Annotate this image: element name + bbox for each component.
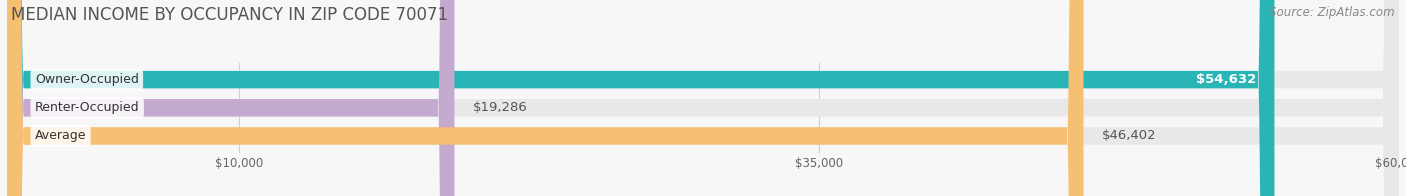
Text: Renter-Occupied: Renter-Occupied (35, 101, 139, 114)
Text: $54,632: $54,632 (1195, 73, 1256, 86)
Text: $46,402: $46,402 (1102, 130, 1157, 142)
Text: MEDIAN INCOME BY OCCUPANCY IN ZIP CODE 70071: MEDIAN INCOME BY OCCUPANCY IN ZIP CODE 7… (11, 6, 449, 24)
FancyBboxPatch shape (7, 0, 1084, 196)
FancyBboxPatch shape (7, 0, 1274, 196)
Text: Source: ZipAtlas.com: Source: ZipAtlas.com (1270, 6, 1395, 19)
Text: $19,286: $19,286 (472, 101, 527, 114)
FancyBboxPatch shape (7, 0, 1399, 196)
FancyBboxPatch shape (7, 0, 1399, 196)
Text: Owner-Occupied: Owner-Occupied (35, 73, 139, 86)
Text: Average: Average (35, 130, 86, 142)
FancyBboxPatch shape (7, 0, 454, 196)
FancyBboxPatch shape (7, 0, 1399, 196)
